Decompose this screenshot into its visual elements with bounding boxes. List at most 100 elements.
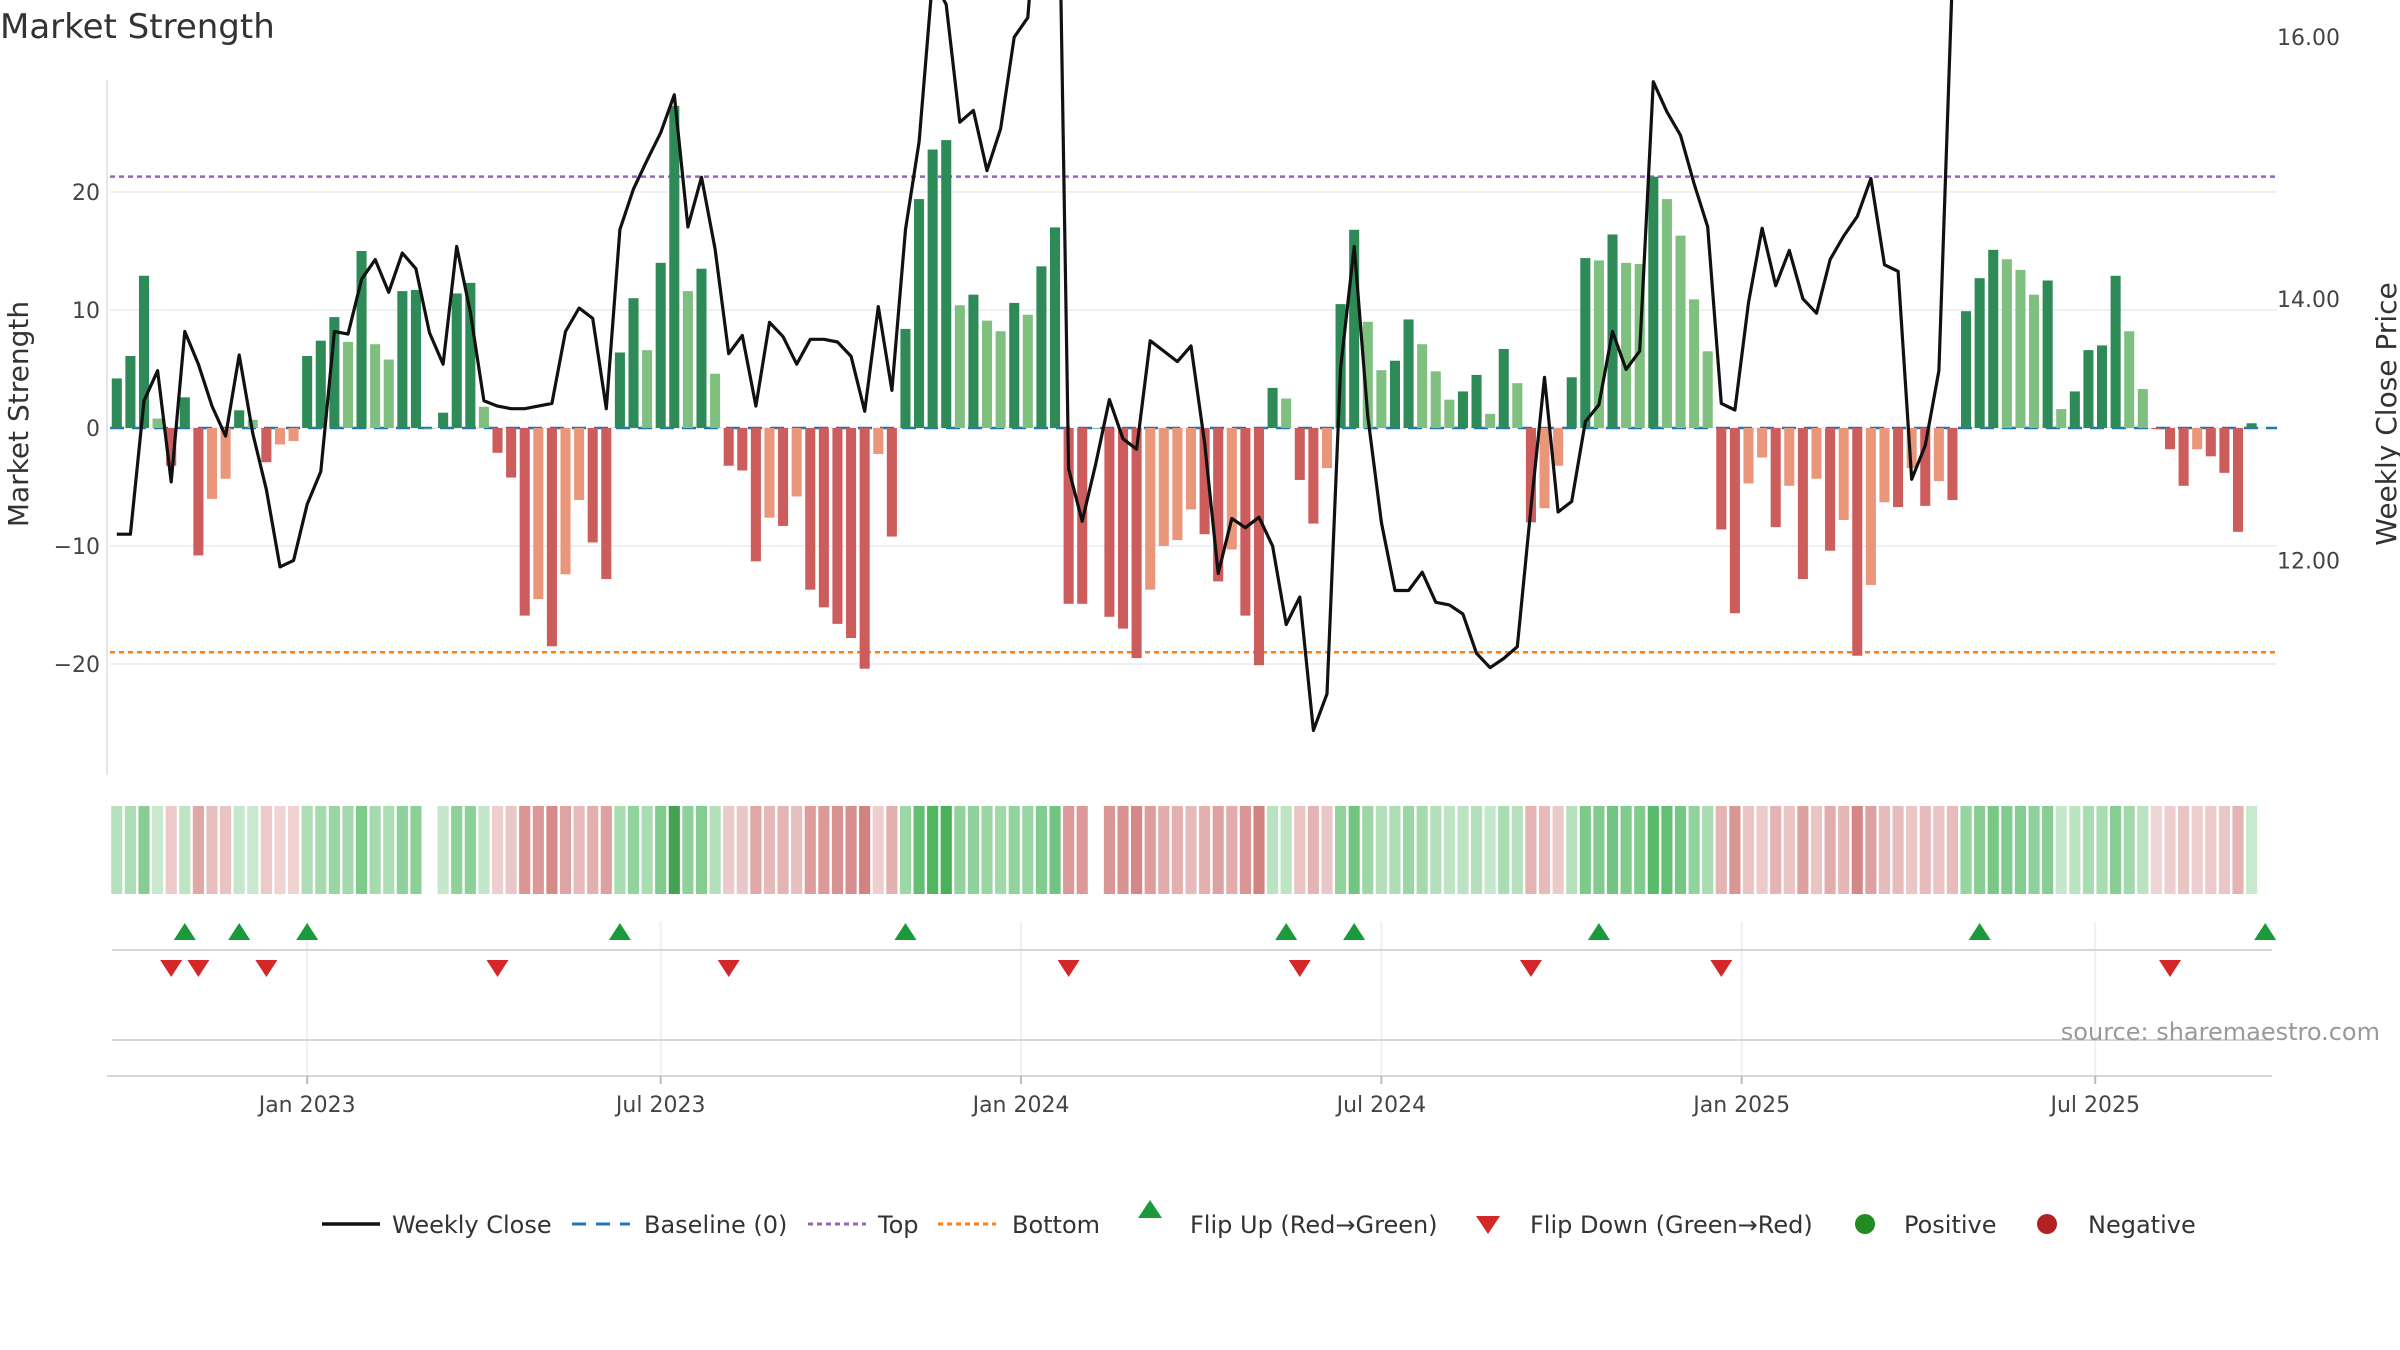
heat-cell — [369, 806, 381, 894]
strength-bar — [1281, 398, 1292, 428]
strength-bar — [1920, 428, 1931, 506]
heat-cell — [777, 806, 789, 894]
flip-up-marker — [1275, 923, 1298, 940]
strength-bar — [655, 262, 666, 428]
y2-tick-label: 12.00 — [2277, 549, 2340, 574]
heat-cell — [927, 806, 939, 894]
strength-bar — [2219, 428, 2230, 473]
strength-bar — [438, 412, 449, 428]
heat-cell — [1797, 806, 1809, 894]
heat-cell — [328, 806, 340, 894]
strength-bar — [1961, 311, 1972, 428]
strength-bar — [614, 352, 625, 428]
heat-cell — [138, 806, 150, 894]
heat-cell — [1171, 806, 1183, 894]
heat-cell — [1824, 806, 1836, 894]
heat-cell — [192, 806, 204, 894]
heat-cell — [2205, 806, 2217, 894]
strength-bar — [1090, 428, 1101, 429]
x-tick-label: Jan 2024 — [971, 1093, 1070, 1118]
heat-cell — [981, 806, 993, 894]
strength-bar — [1852, 428, 1863, 656]
legend-label: Bottom — [1012, 1211, 1100, 1239]
heat-cell — [1702, 806, 1714, 894]
strength-bar — [2083, 350, 2094, 428]
heat-cell — [1049, 806, 1061, 894]
heat-cell — [967, 806, 980, 894]
heat-cell — [1470, 806, 1483, 894]
heat-cell — [1430, 806, 1442, 894]
weekly-close-line — [116, 0, 1954, 733]
heat-cell — [287, 806, 300, 894]
heat-cell — [1742, 806, 1755, 894]
heat-cell — [1810, 806, 1823, 894]
heat-cell — [627, 806, 640, 894]
strength-bar — [1729, 428, 1740, 614]
heat-cell — [2082, 806, 2095, 894]
strength-bar — [1825, 428, 1836, 551]
heat-cell — [383, 806, 395, 894]
heat-cell — [1974, 806, 1986, 894]
heat-cell — [301, 806, 313, 894]
heat-cell — [1144, 806, 1156, 894]
heat-cell — [1117, 806, 1129, 894]
strength-bar — [370, 344, 381, 428]
strength-bar — [1838, 428, 1849, 521]
legend-label: Positive — [1904, 1211, 1997, 1239]
strength-bar — [682, 291, 693, 428]
heat-cell — [1389, 806, 1401, 894]
flip-down-marker — [1519, 960, 1542, 977]
strength-bar — [954, 305, 965, 428]
strength-bar — [2015, 269, 2026, 428]
heat-cell — [1878, 806, 1891, 894]
strength-bar — [1349, 229, 1360, 428]
heat-cell — [1131, 806, 1143, 894]
heat-cell — [804, 806, 816, 894]
heat-cell — [1362, 806, 1374, 894]
heat-cell — [1525, 806, 1537, 894]
heat-cell — [478, 806, 490, 894]
strength-bar — [791, 428, 802, 497]
y-tick-label: −10 — [54, 535, 100, 560]
heat-cell — [1280, 806, 1292, 894]
heat-cell — [2001, 806, 2013, 894]
strength-bar — [1036, 266, 1047, 428]
strength-bar — [519, 428, 530, 616]
strength-bar — [1648, 176, 1659, 428]
strength-bar — [1389, 360, 1400, 428]
heat-cell — [2123, 806, 2135, 894]
heat-cell — [1715, 806, 1727, 894]
strength-bar — [152, 418, 163, 428]
strength-bar — [179, 397, 190, 428]
heat-cell — [464, 806, 476, 894]
strength-bar — [669, 105, 680, 429]
strength-bar — [859, 428, 870, 669]
heat-cell — [1307, 806, 1319, 894]
strength-bar — [1376, 370, 1387, 428]
source-label: source: sharemaestro.com — [2061, 1018, 2380, 1046]
heat-cell — [872, 806, 884, 894]
y2-axis-title: Weekly Close Price — [2370, 282, 2400, 545]
strength-bar — [1893, 428, 1904, 508]
heat-cell — [1185, 806, 1197, 894]
strength-bar — [2246, 423, 2257, 428]
flip-down-marker — [1710, 960, 1733, 977]
heat-cell — [1402, 806, 1415, 894]
heat-cell — [1076, 806, 1088, 894]
strength-bar — [2029, 294, 2040, 428]
strength-bar — [832, 428, 843, 624]
strength-bar — [778, 428, 789, 526]
strength-bar — [750, 428, 761, 562]
heat-cell — [1457, 806, 1469, 894]
strength-bar — [1117, 428, 1129, 629]
strength-bar — [356, 251, 367, 428]
strength-bar — [1553, 428, 1564, 466]
heat-cell — [750, 806, 762, 894]
strength-bar — [1226, 428, 1237, 550]
heat-cell — [1538, 806, 1551, 894]
strength-bar — [2232, 428, 2244, 532]
strength-bar — [1498, 348, 1509, 428]
strength-bar — [1403, 319, 1414, 428]
y-axis-title: Market Strength — [2, 301, 35, 527]
